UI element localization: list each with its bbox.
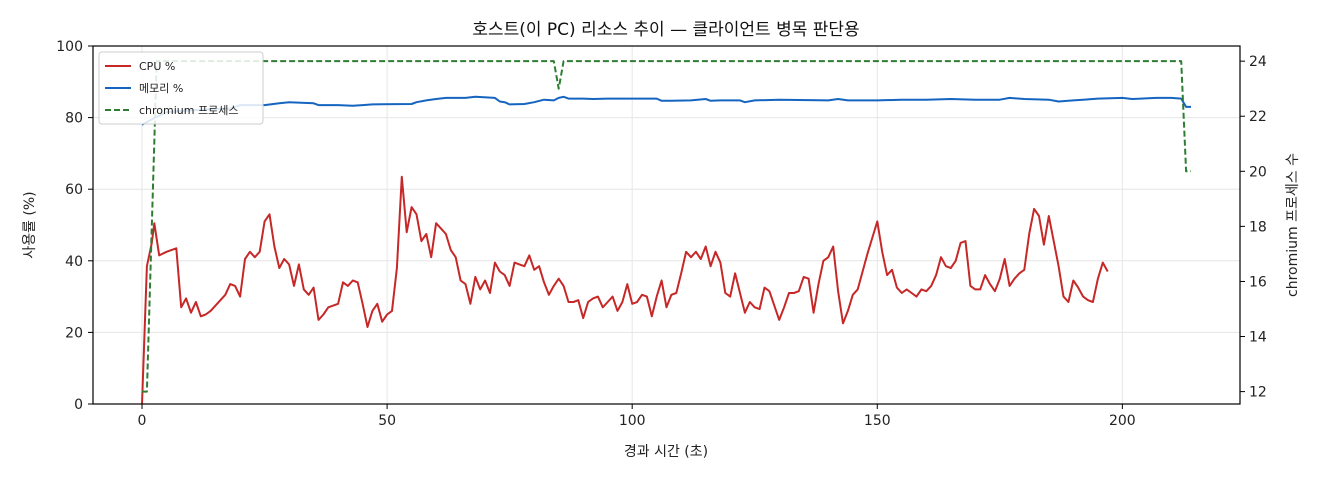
x-axis-label: 경과 시간 (초) [624, 444, 708, 460]
y2-tick-label: 20 [1249, 164, 1267, 180]
y2-tick-label: 22 [1249, 109, 1267, 125]
y-tick-label: 20 [65, 325, 83, 341]
y2-axis-label: chromium 프로세스 수 [1285, 153, 1301, 297]
y2-tick-label: 24 [1249, 54, 1267, 70]
x-tick-label: 0 [138, 413, 147, 429]
x-tick-label: 50 [378, 413, 396, 429]
legend-label: 메모리 % [139, 82, 183, 95]
y-tick-label: 0 [74, 397, 83, 413]
axis-ticks: 0 50 100 150 200 0 20 40 60 80 100 12 14 16 18 20 22 24 [56, 39, 1267, 429]
series-layer [141, 60, 1191, 405]
plot-frame [92, 45, 1241, 405]
y2-tick-label: 16 [1249, 274, 1267, 290]
legend-label: CPU % [139, 60, 175, 73]
x-tick-label: 150 [864, 413, 891, 429]
series-line-cpu [141, 175, 1109, 405]
legend-box [98, 51, 264, 125]
y-tick-label: 60 [65, 182, 83, 198]
chart-title: 호스트(이 PC) 리소스 추이 — 클라이언트 병목 판단용 [472, 20, 859, 40]
series-line-chromium [142, 60, 1191, 393]
y-axis-label: 사용률 (%) [22, 191, 38, 258]
y-tick-label: 100 [56, 39, 83, 55]
y2-tick-label: 18 [1249, 219, 1267, 235]
y-tick-label: 40 [65, 254, 83, 270]
y-tick-label: 80 [65, 111, 83, 127]
y2-tick-label: 12 [1249, 385, 1267, 401]
y2-tick-label: 14 [1249, 330, 1267, 346]
legend: CPU % 메모리 % chromium 프로세스 [98, 51, 264, 125]
x-tick-label: 200 [1109, 413, 1136, 429]
x-tick-label: 100 [619, 413, 646, 429]
legend-label: chromium 프로세스 [139, 104, 238, 117]
series-line-memory [141, 95, 1191, 126]
